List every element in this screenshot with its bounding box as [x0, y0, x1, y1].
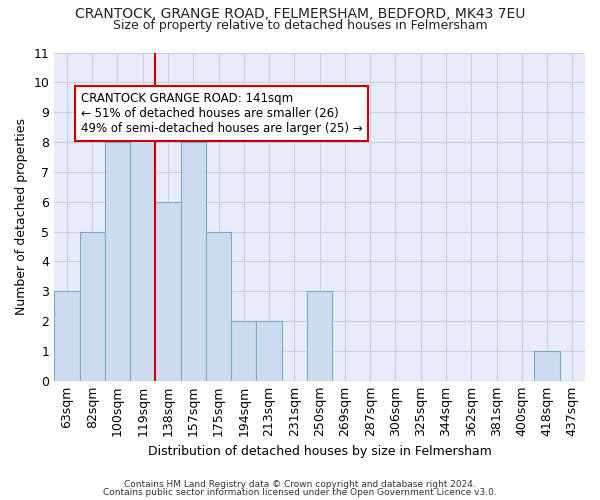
- Bar: [231, 321, 256, 381]
- Text: Contains public sector information licensed under the Open Government Licence v3: Contains public sector information licen…: [103, 488, 497, 497]
- Bar: [535, 351, 560, 381]
- Bar: [307, 292, 332, 381]
- Text: Contains HM Land Registry data © Crown copyright and database right 2024.: Contains HM Land Registry data © Crown c…: [124, 480, 476, 489]
- Text: CRANTOCK GRANGE ROAD: 141sqm
← 51% of detached houses are smaller (26)
49% of se: CRANTOCK GRANGE ROAD: 141sqm ← 51% of de…: [81, 92, 362, 135]
- Text: Size of property relative to detached houses in Felmersham: Size of property relative to detached ho…: [113, 19, 487, 32]
- Bar: [155, 202, 181, 381]
- Bar: [181, 142, 206, 381]
- Bar: [105, 142, 130, 381]
- Bar: [54, 292, 80, 381]
- Bar: [256, 321, 282, 381]
- Bar: [206, 232, 231, 381]
- X-axis label: Distribution of detached houses by size in Felmersham: Distribution of detached houses by size …: [148, 444, 491, 458]
- Text: CRANTOCK, GRANGE ROAD, FELMERSHAM, BEDFORD, MK43 7EU: CRANTOCK, GRANGE ROAD, FELMERSHAM, BEDFO…: [75, 8, 525, 22]
- Bar: [130, 112, 155, 381]
- Bar: [80, 232, 105, 381]
- Y-axis label: Number of detached properties: Number of detached properties: [15, 118, 28, 315]
